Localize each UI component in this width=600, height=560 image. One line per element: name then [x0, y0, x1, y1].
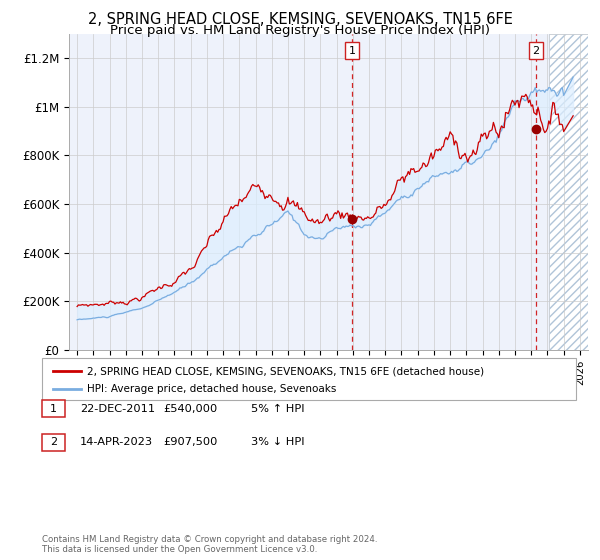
- Text: 2, SPRING HEAD CLOSE, KEMSING, SEVENOAKS, TN15 6FE (detached house): 2, SPRING HEAD CLOSE, KEMSING, SEVENOAKS…: [87, 366, 484, 376]
- Text: 2: 2: [50, 437, 57, 447]
- Text: £907,500: £907,500: [164, 437, 218, 447]
- Text: 5% ↑ HPI: 5% ↑ HPI: [251, 404, 304, 414]
- Text: 14-APR-2023: 14-APR-2023: [80, 437, 153, 447]
- Text: 3% ↓ HPI: 3% ↓ HPI: [251, 437, 304, 447]
- Text: 1: 1: [349, 45, 356, 55]
- Text: Contains HM Land Registry data © Crown copyright and database right 2024.
This d: Contains HM Land Registry data © Crown c…: [42, 535, 377, 554]
- Text: HPI: Average price, detached house, Sevenoaks: HPI: Average price, detached house, Seve…: [87, 384, 337, 394]
- Text: £540,000: £540,000: [164, 404, 218, 414]
- Text: 1: 1: [50, 404, 57, 414]
- Text: 2, SPRING HEAD CLOSE, KEMSING, SEVENOAKS, TN15 6FE: 2, SPRING HEAD CLOSE, KEMSING, SEVENOAKS…: [88, 12, 512, 27]
- Bar: [549, 34, 588, 350]
- Bar: [61, 34, 549, 350]
- Text: Price paid vs. HM Land Registry's House Price Index (HPI): Price paid vs. HM Land Registry's House …: [110, 24, 490, 36]
- Text: 22-DEC-2011: 22-DEC-2011: [80, 404, 155, 414]
- Text: 2: 2: [532, 45, 539, 55]
- Bar: [549, 34, 588, 350]
